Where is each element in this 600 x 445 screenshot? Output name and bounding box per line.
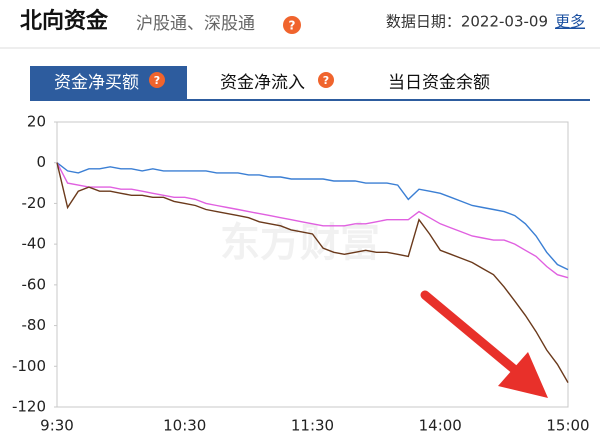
y-tick-label: -20	[22, 194, 47, 212]
tab[interactable]: 资金净流入	[220, 73, 305, 93]
x-tick-label: 14:00	[419, 417, 462, 435]
y-tick-label: -60	[22, 275, 47, 293]
more-link[interactable]: 更多	[555, 13, 585, 31]
line-series	[56, 162, 569, 271]
x-tick-label: 9:30	[40, 417, 74, 435]
y-tick-label: -120	[12, 398, 46, 416]
svg-text:?: ?	[289, 19, 296, 33]
help-icon[interactable]: ?	[283, 16, 301, 34]
x-tick-label: 15:00	[546, 417, 589, 435]
watermark: 东方财富	[220, 220, 380, 266]
x-tick-label: 10:30	[163, 417, 206, 435]
arrow	[420, 290, 548, 398]
y-tick-label: -100	[12, 357, 46, 375]
line-series	[56, 162, 569, 383]
date-label: 数据日期：2022-03-09	[386, 13, 548, 31]
y-tick-label: 0	[36, 153, 46, 171]
svg-text:?: ?	[323, 74, 329, 87]
y-tick-label: 20	[27, 113, 46, 131]
y-tick-label: -80	[22, 316, 47, 334]
tab[interactable]: 资金净买额	[54, 73, 139, 93]
line-series	[56, 162, 569, 279]
title: 北向资金	[20, 8, 109, 34]
tab[interactable]: 当日资金余额	[388, 73, 490, 93]
svg-text:?: ?	[154, 74, 160, 87]
subtitle: 沪股通、深股通	[136, 14, 255, 34]
help-icon[interactable]: ?	[149, 72, 165, 88]
plot-frame	[56, 121, 569, 408]
x-tick-label: 11:30	[291, 417, 334, 435]
help-icon[interactable]: ?	[318, 72, 334, 88]
y-tick-label: -40	[22, 235, 47, 253]
